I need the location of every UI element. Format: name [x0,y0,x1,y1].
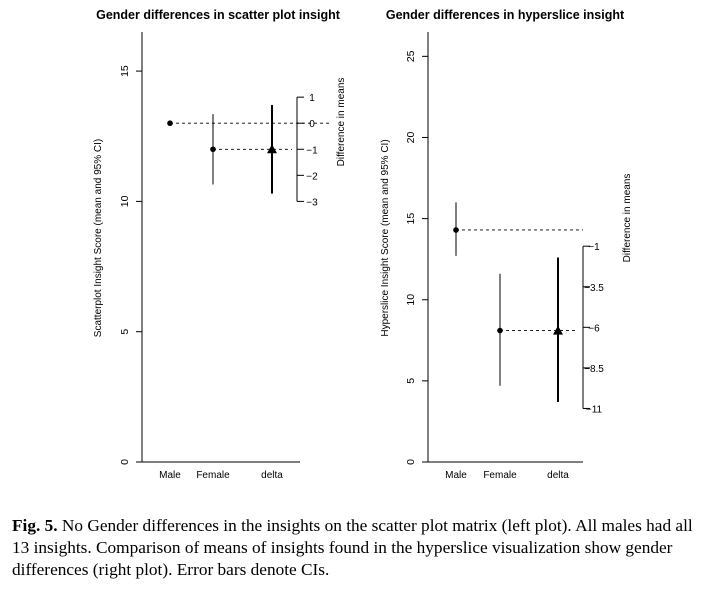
caption-text: No Gender differences in the insights on… [12,516,693,579]
mean-marker-delta [553,325,563,335]
x-tick-label: Male [445,470,467,481]
x-tick-label: delta [547,470,569,481]
figure-caption: Fig. 5. No Gender differences in the ins… [12,515,712,581]
y-tick-label: 0 [405,459,417,465]
caption-label: Fig. 5. [12,516,58,535]
y-tick-label: 20 [405,131,417,143]
mean-marker-female [497,327,503,334]
x-tick-label: Female [196,470,230,481]
mean-marker-male [167,120,173,127]
secondary-tick-label: −6 [588,323,600,334]
x-tick-label: delta [261,470,283,481]
mean-marker-delta [267,144,277,154]
y-tick-label: 15 [405,213,417,225]
left-secondary-axis-label: Difference in means [336,78,347,167]
y-tick-label: 0 [119,459,131,465]
y-tick-label: 5 [119,329,131,335]
secondary-tick-label: −3.5 [584,283,604,294]
x-tick-label: Female [483,470,517,481]
y-tick-label: 10 [119,195,131,207]
secondary-tick-label: −11 [586,404,603,415]
y-tick-label: 15 [119,65,131,77]
right-chart: Gender differences in hyperslice insight… [380,8,633,481]
mean-marker-male [453,227,459,233]
secondary-tick-label: 0 [309,119,315,130]
secondary-tick-label: −3 [306,197,318,208]
secondary-tick-label: −1 [306,145,318,156]
secondary-tick-label: −2 [306,171,318,182]
x-tick-label: Male [159,470,181,481]
left-y-axis-label: Scatterplot Insight Score (mean and 95% … [93,139,104,337]
left-chart-title: Gender differences in scatter plot insig… [96,8,341,22]
secondary-tick-label: −1 [588,242,600,253]
secondary-tick-label: −8.5 [584,364,604,375]
right-chart-title: Gender differences in hyperslice insight [386,8,625,22]
y-tick-label: 10 [405,294,417,306]
figure-canvas: Gender differences in scatter plot insig… [93,8,633,481]
right-secondary-axis-label: Difference in means [622,174,633,263]
mean-marker-female [210,146,216,153]
y-tick-label: 25 [405,50,417,62]
right-y-axis-label: Hyperslice Insight Score (mean and 95% C… [380,139,391,336]
y-tick-label: 5 [405,378,417,384]
secondary-tick-label: 1 [309,93,315,104]
left-chart: Gender differences in scatter plot insig… [93,8,347,481]
